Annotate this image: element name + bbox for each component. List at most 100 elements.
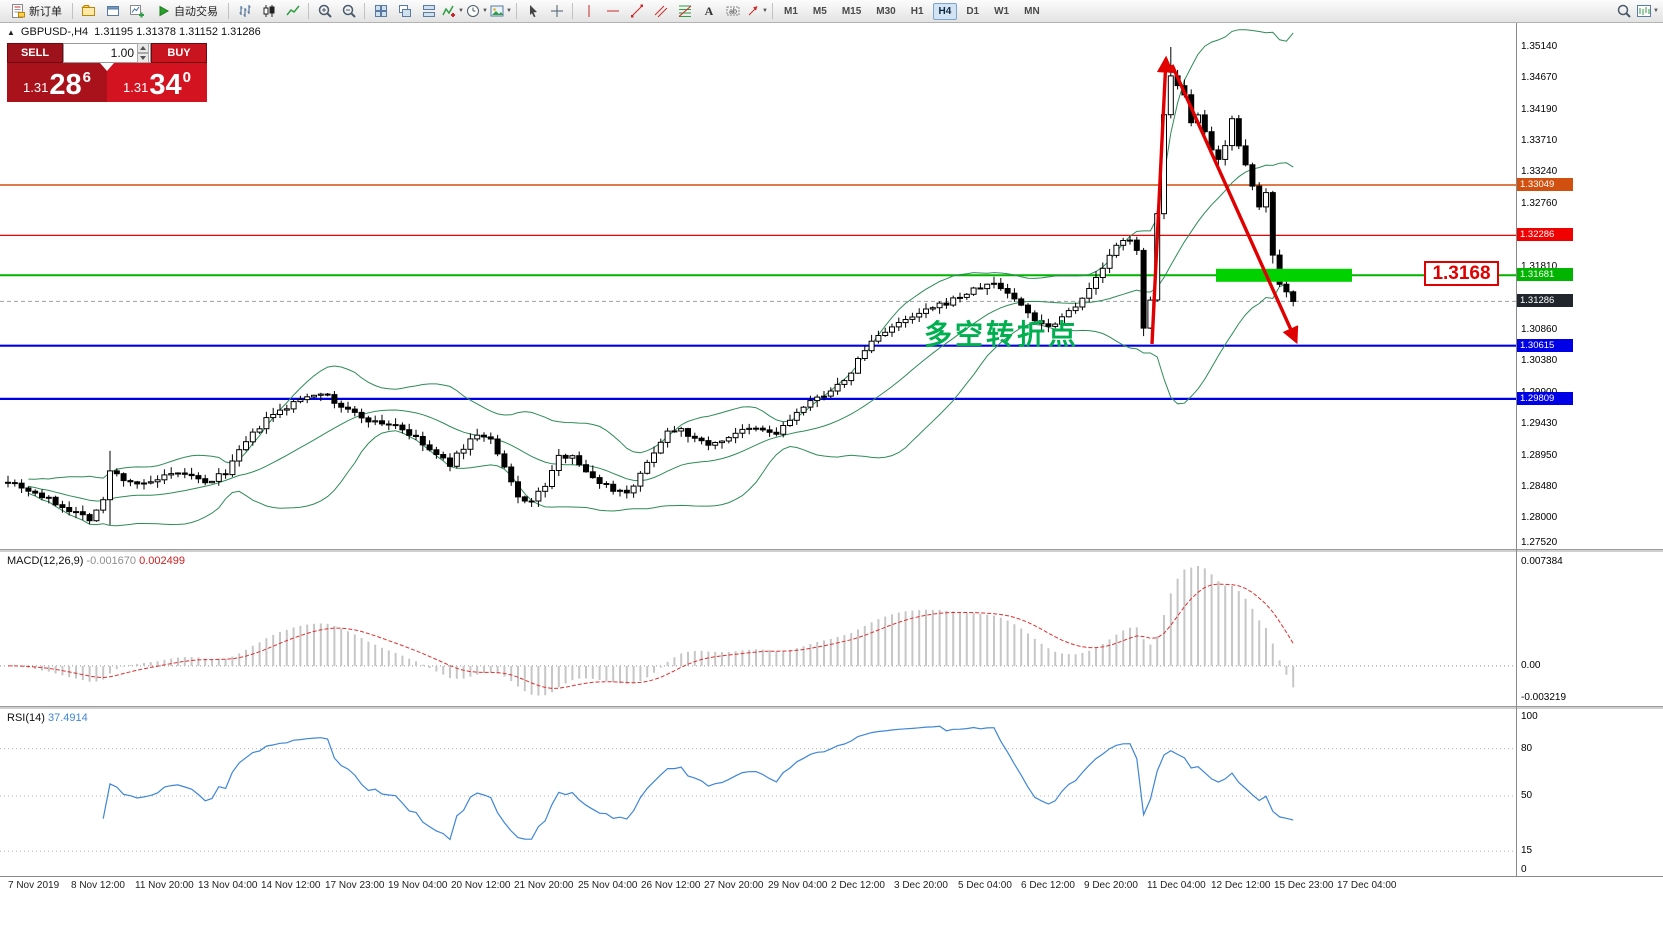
channel-button[interactable] <box>649 2 672 21</box>
periods-button[interactable]: ▼ <box>465 2 488 21</box>
rsi-canvas[interactable] <box>0 709 1663 876</box>
rsi-axis-label: 80 <box>1521 743 1533 754</box>
crosshair-button[interactable] <box>545 2 568 21</box>
linechart-icon <box>285 3 301 19</box>
bar-chart-button[interactable] <box>233 2 256 21</box>
cascade-windows-button[interactable] <box>393 2 416 21</box>
rsi-panel: RSI(14) 37.4914 100 80 50 15 0 <box>0 709 1663 876</box>
time-axis-label: 5 Dec 04:00 <box>958 880 1012 891</box>
price-axis-label: 1.31810 <box>1521 261 1558 272</box>
time-axis-label: 6 Dec 12:00 <box>1021 880 1075 891</box>
price-chart-canvas[interactable] <box>0 23 1663 549</box>
text-label-button[interactable]: ab <box>721 2 744 21</box>
hline-icon <box>605 3 621 19</box>
toolbar-separator <box>364 3 365 19</box>
timeframe-mn-button[interactable]: MN <box>1024 5 1040 17</box>
timeframe-m5-button[interactable]: M5 <box>812 5 827 17</box>
arrange-windows-button[interactable] <box>417 2 440 21</box>
text-icon: A <box>701 3 717 19</box>
current-price-label: 1.31286 <box>1517 294 1573 307</box>
auto-trading-button[interactable]: 自动交易 <box>149 2 224 21</box>
timeframe-m1-button[interactable]: M1 <box>784 5 798 17</box>
timeframe-m15-button[interactable]: M15 <box>841 5 862 17</box>
volume-value: 1.00 <box>110 46 134 60</box>
buy-button[interactable]: BUY <box>151 43 207 63</box>
volume-up-icon[interactable] <box>137 43 149 53</box>
trendline-button[interactable] <box>625 2 648 21</box>
arrange-icon <box>421 3 437 19</box>
time-axis-label: 26 Nov 12:00 <box>641 880 701 891</box>
annotation-text: 多空转折点 <box>924 319 1080 350</box>
horizontal-line-button[interactable] <box>601 2 624 21</box>
play-icon <box>155 3 171 19</box>
time-axis-label: 27 Nov 20:00 <box>704 880 764 891</box>
refresh-button[interactable] <box>125 2 148 21</box>
tile-windows-button[interactable] <box>369 2 392 21</box>
cursor-button[interactable] <box>521 2 544 21</box>
price-line-label: 1.29809 <box>1517 392 1573 405</box>
zoom-out-button[interactable] <box>337 2 360 21</box>
chartplus-icon <box>129 3 145 19</box>
toolbar-separator <box>72 3 73 19</box>
toolbar-separator <box>772 3 773 19</box>
price-tag-label: 1.3168 <box>1424 261 1499 286</box>
panel-toggle-icon[interactable]: ▲ <box>7 27 15 37</box>
dropdown-caret-icon: ▼ <box>458 8 464 14</box>
time-axis-label: 8 Nov 12:00 <box>71 880 125 891</box>
timeframe-m30-button[interactable]: M30 <box>876 5 896 17</box>
macd-axis-label: 0.00 <box>1521 660 1541 671</box>
timeframe-w1-button[interactable]: W1 <box>994 5 1010 17</box>
templates-button[interactable]: ▼ <box>489 2 512 21</box>
price-line-label: 1.32286 <box>1517 228 1573 241</box>
time-axis-label: 13 Nov 04:00 <box>198 880 258 891</box>
price-axis-separator <box>1516 23 1517 876</box>
timeframe-d1-button[interactable]: D1 <box>966 5 980 17</box>
arrows-button[interactable]: ▼ <box>745 2 768 21</box>
panel-splitter[interactable] <box>0 706 1663 709</box>
shapes-icon <box>745 3 761 19</box>
market-watch-button[interactable] <box>101 2 124 21</box>
vertical-line-button[interactable] <box>577 2 600 21</box>
volume-down-icon[interactable] <box>137 53 149 63</box>
fibonacci-button[interactable] <box>673 2 696 21</box>
sell-button[interactable]: SELL <box>7 43 63 63</box>
crosshair-icon <box>549 3 565 19</box>
panel-splitter[interactable] <box>0 549 1663 552</box>
candlestick-chart-button[interactable] <box>257 2 280 21</box>
time-axis-label: 29 Nov 04:00 <box>768 880 828 891</box>
new-order-button-label: 新订单 <box>29 6 62 18</box>
time-axis-label: 14 Nov 12:00 <box>261 880 321 891</box>
new-order-button[interactable]: 新订单 <box>4 2 68 21</box>
macd-title: MACD(12,26,9) -0.001670 0.002499 <box>7 555 185 567</box>
timeframe-h4-button[interactable]: H4 <box>932 2 958 20</box>
chartwin-icon <box>1636 3 1652 19</box>
zoom-in-button[interactable] <box>313 2 336 21</box>
vline-icon <box>581 3 597 19</box>
new-chart-button[interactable]: ▼ <box>1636 2 1659 21</box>
volume-stepper[interactable] <box>137 43 149 63</box>
sell-price-button[interactable]: 1.31 28 6 <box>7 63 107 102</box>
price-chart-panel: ▲ GBPUSD-,H4 1.31195 1.31378 1.31152 1.3… <box>0 23 1663 549</box>
time-axis-label: 17 Dec 04:00 <box>1337 880 1397 891</box>
zoomout-icon <box>341 3 357 19</box>
label-icon: ab <box>725 3 741 19</box>
rsi-title: RSI(14) 37.4914 <box>7 712 88 724</box>
toolbar-separator <box>228 3 229 19</box>
macd-canvas[interactable] <box>0 552 1663 706</box>
price-axis-label: 1.34190 <box>1521 104 1558 115</box>
volume-input[interactable]: 1.00 <box>63 43 151 63</box>
indicators-button[interactable]: ▼ <box>441 2 464 21</box>
timeframe-h1-button[interactable]: H1 <box>910 5 924 17</box>
toolbar-separator <box>516 3 517 19</box>
time-axis-label: 3 Dec 20:00 <box>894 880 948 891</box>
one-click-trading-panel: SELL 1.00 BUY 1.31 28 6 1.31 34 0 <box>7 43 207 102</box>
line-chart-button[interactable] <box>281 2 304 21</box>
profiles-button[interactable] <box>77 2 100 21</box>
auto-trading-button-label: 自动交易 <box>174 6 218 18</box>
search-button[interactable] <box>1612 2 1635 21</box>
time-axis[interactable]: 7 Nov 2019 8 Nov 12:00 11 Nov 20:00 13 Nov … <box>0 876 1663 896</box>
image-icon <box>489 3 505 19</box>
text-button[interactable]: A <box>697 2 720 21</box>
price-axis-label: 1.30860 <box>1521 324 1558 335</box>
buy-price-button[interactable]: 1.31 34 0 <box>107 63 207 102</box>
